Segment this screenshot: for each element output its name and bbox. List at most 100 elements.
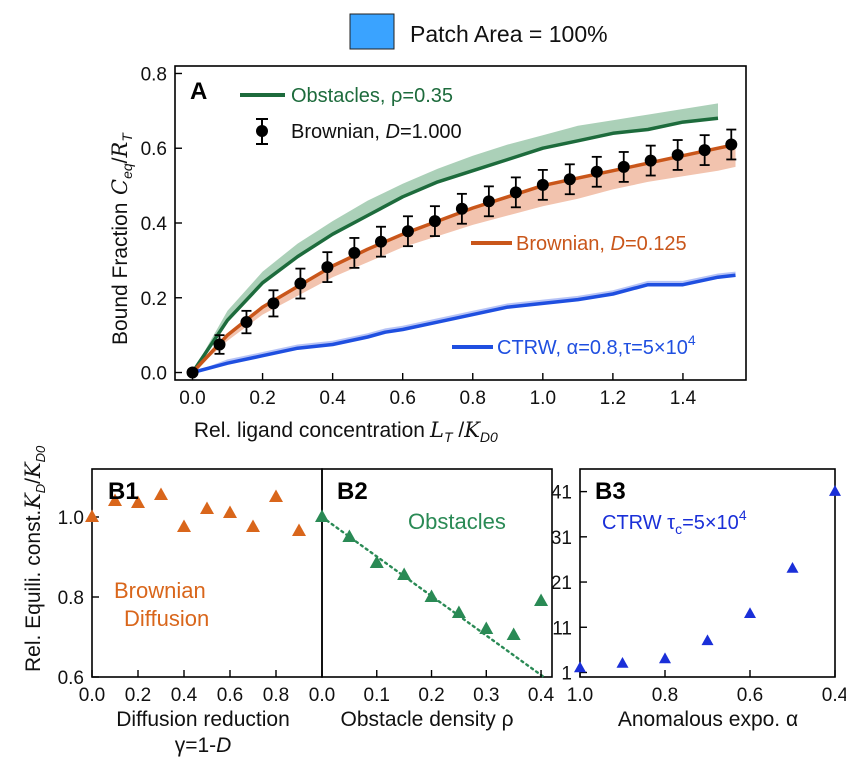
brownian-point: [455, 202, 468, 215]
panel-a-ticks: 0.0 0.2 0.4 0.6 0.8 1.0 1.2 1.4 0.0 0.2 0.4 0.6 0.8: [141, 64, 697, 409]
data-triangle: [659, 652, 671, 664]
data-triangle: [369, 555, 384, 569]
panel-a-xtick-label: 0.8: [460, 388, 486, 409]
brownian-point: [267, 297, 280, 310]
panel-a-xtick-label: 1.0: [530, 388, 556, 409]
brownian-point: [725, 138, 738, 151]
b1-ytick-label: 1.0: [58, 508, 84, 529]
data-triangle: [534, 593, 549, 607]
data-triangle: [744, 607, 756, 619]
obstacles-line: [191, 116, 719, 374]
panel-a-ytick-label: 0.4: [141, 214, 168, 235]
data-triangle: [342, 529, 357, 543]
b3-xtick-label: 0.6: [737, 685, 763, 706]
brownian-point: [698, 144, 711, 157]
b3-ytick-label: 1: [561, 663, 572, 684]
b2-xtick-label: 0.3: [473, 685, 499, 706]
data-triangle: [506, 627, 521, 641]
panel-a-ylabel: Bound Fraction Ceq/RT: [108, 132, 135, 345]
brownian-point: [671, 148, 684, 161]
b2-annotation: Obstacles: [408, 509, 506, 534]
ctrw-band: [192, 271, 736, 373]
data-triangle: [701, 634, 714, 646]
b3-xlabel: Anomalous expo. α: [618, 708, 798, 731]
ctrw-line: [192, 273, 736, 375]
panel-a-ytick-label: 0.2: [141, 289, 167, 310]
brownian-slow-line: [191, 142, 736, 374]
data-triangle: [786, 561, 799, 573]
data-triangle: [108, 493, 122, 507]
panel-a-xtick-label: 0.0: [179, 388, 205, 409]
brownian-point: [590, 165, 603, 178]
data-triangle: [154, 487, 168, 501]
data-triangle: [315, 509, 329, 523]
data-triangle: [85, 509, 99, 523]
brownian-point: [374, 235, 387, 248]
panel-a-xtick-label: 0.4: [319, 388, 346, 409]
panel-a: 0.0 0.2 0.4 0.6 0.8 1.0 1.2 1.40.00.20.40.60.8 …: [108, 64, 747, 445]
data-triangle: [397, 567, 412, 581]
panel-a-label: A: [190, 78, 207, 105]
brownian-point: [401, 225, 414, 238]
legend-brownian-marker: [256, 125, 268, 137]
b2-xtick-label: 0.4: [528, 685, 555, 706]
patch-area-swatch: [349, 13, 395, 50]
data-triangle: [424, 589, 439, 603]
data-triangle: [223, 505, 237, 519]
data-triangle: [574, 661, 586, 673]
patch-area-label: Patch Area = 100%: [410, 21, 608, 47]
b2-xtick-label: 0.0: [309, 685, 335, 706]
data-triangle: [131, 495, 145, 509]
b2-frame: [321, 468, 553, 678]
b1-xtick-label: 0.6: [217, 685, 243, 706]
b3-ytick-label: 21: [551, 573, 572, 594]
brownian-point: [644, 154, 657, 167]
b2-xtick-label: 0.1: [364, 685, 390, 706]
b3-annotation: CTRW τc=5×104: [602, 507, 747, 537]
panel-b2-label: B2: [337, 478, 368, 505]
svg-text:KD/KD0: KD/KD0: [21, 445, 48, 510]
svg-text:Rel. Equili. const.: Rel. Equili. const.: [22, 510, 45, 672]
panel-b-ylabel: Rel. Equili. const. KD/KD0: [21, 445, 48, 672]
b3-frame: [579, 468, 836, 678]
panel-b2: 0.0 0.1 0.2 0.3 0.4: [309, 468, 555, 706]
panel-a-xlabel-math: LT /KD0: [429, 418, 498, 445]
data-triangle: [292, 523, 306, 537]
panel-a-xtick-label: 0.6: [389, 388, 415, 409]
legend-ctrw-label: CTRW, α=0.8,τ=5×104: [497, 332, 696, 359]
panel-a-series: [186, 103, 738, 379]
b1-xlabel: Diffusion reduction: [116, 708, 290, 731]
data-triangle: [451, 605, 466, 619]
legend-brownian-slow-label: Brownian, D=0.125: [516, 233, 687, 255]
b1-xtick-label: 0.4: [171, 685, 198, 706]
legend-brownian-label: Brownian, D=1.000: [291, 121, 462, 143]
brownian-point: [563, 173, 576, 186]
brownian-point: [321, 261, 334, 274]
data-triangle: [479, 621, 494, 635]
b1-xtick-label: 0.0: [79, 685, 105, 706]
b1-annotation-line1: Brownian: [114, 578, 206, 603]
b3-ytick-label: 41: [551, 483, 572, 504]
brownian-point: [428, 215, 441, 228]
brownian-point: [348, 246, 361, 259]
brownian-point: [536, 178, 549, 191]
brownian-point: [186, 366, 199, 379]
brownian-point: [617, 160, 630, 173]
b1-annotation-line2: Diffusion: [124, 606, 209, 631]
b3-xtick-label: 1.0: [567, 685, 593, 706]
brownian-point: [294, 277, 307, 290]
panel-a-xlabel: Rel. ligand concentration: [194, 419, 425, 442]
data-triangle: [200, 501, 214, 515]
b3-xtick-label: 0.4: [822, 685, 846, 706]
panel-a-ytick-label: 0.6: [141, 139, 167, 160]
data-triangle: [246, 519, 260, 533]
data-triangle: [269, 489, 283, 503]
b1-ytick-label: 0.8: [58, 588, 84, 609]
b1-xtick-label: 0.2: [125, 685, 151, 706]
panel-a-xtick-label: 1.2: [600, 388, 626, 409]
panel-a-xtick-label: 0.2: [249, 388, 275, 409]
panel-b3-label: B3: [595, 478, 626, 505]
brownian-slow-band: [192, 144, 736, 373]
brownian-point: [509, 186, 522, 199]
